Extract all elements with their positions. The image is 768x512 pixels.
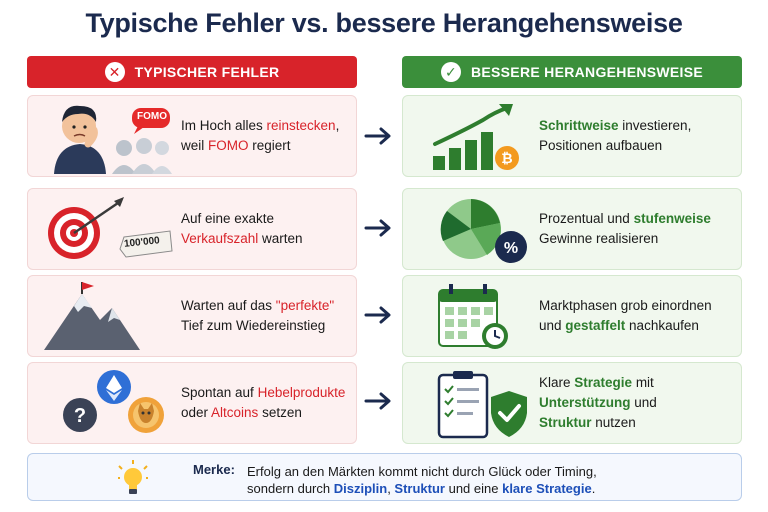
merke-line-2: sondern durch Disziplin, Struktur und ei… xyxy=(247,481,596,496)
better-text: Prozentual und stufenweise Gewinne reali… xyxy=(539,211,711,246)
mistake-card-perfect-low: Warten auf das "perfekte" Tief zum Wiede… xyxy=(27,275,357,357)
better-card-calendar: Marktphasen grob einordnen und gestaffel… xyxy=(402,275,742,357)
better-header-label: BESSERE HERANGEHENSWEISE xyxy=(470,64,704,80)
arrow-right-icon xyxy=(364,306,391,324)
target-icon xyxy=(48,197,173,259)
better-card-stepwise: ₿ Schrittweise investieren, Positionen a… xyxy=(402,95,742,177)
mistake-text: Warten auf das "perfekte" Tief zum Wiede… xyxy=(181,298,335,333)
page-title: Typische Fehler vs. bessere Herangehensw… xyxy=(85,8,683,38)
mistake-text: Im Hoch alles reinstecken, weil FOMO reg… xyxy=(181,118,340,153)
fomo-badge: FOMO xyxy=(137,111,167,122)
better-text: Klare Strategie mit Unterstützung und St… xyxy=(539,375,657,430)
merke-line-1: Erfolg an den Märkten kommt nicht durch … xyxy=(247,464,597,479)
better-text: Marktphasen grob einordnen und gestaffel… xyxy=(539,298,712,333)
calendar-clock-icon xyxy=(438,284,508,349)
mistake-text: Spontan auf Hebelprodukte oder Altcoins … xyxy=(181,385,346,420)
x-circle-icon: ✕ xyxy=(104,62,125,82)
svg-text:?: ? xyxy=(74,405,86,427)
pie-chart-percent-icon: % xyxy=(440,199,527,263)
lightbulb-icon xyxy=(118,460,148,494)
crypto-coins-icon: ? xyxy=(63,370,164,433)
svg-text:₿: ₿ xyxy=(501,150,512,166)
svg-text:%: % xyxy=(504,240,518,257)
mistake-card-leverage: ? Spontan auf Hebelprodukte oder Altcoin… xyxy=(27,362,357,444)
mistake-card-target: 100'000 Auf eine exakte Verkaufszahl war… xyxy=(27,188,357,270)
better-column-header: ✓ BESSERE HERANGEHENSWEISE xyxy=(402,56,742,88)
merke-label: Merke: xyxy=(193,462,235,477)
mistake-text: Auf eine exakte Verkaufszahl warten xyxy=(181,211,303,246)
mistakes-header-label: TYPISCHER FEHLER xyxy=(134,64,280,80)
arrow-right-icon xyxy=(364,219,391,237)
mountain-flag-icon xyxy=(44,282,140,350)
checklist-shield-icon xyxy=(437,371,527,439)
arrow-right-icon xyxy=(364,392,391,410)
check-circle-icon: ✓ xyxy=(440,62,461,82)
growth-chart-bitcoin-icon: ₿ xyxy=(433,104,519,170)
arrow-right-icon xyxy=(364,127,391,145)
better-card-strategy: Klare Strategie mit Unterstützung und St… xyxy=(402,362,742,444)
better-card-percent: % Prozentual und stufenweise Gewinne rea… xyxy=(402,188,742,270)
mistakes-column-header: ✕ TYPISCHER FEHLER xyxy=(27,56,357,88)
better-text: Schrittweise investieren, Positionen auf… xyxy=(539,118,692,153)
mistake-card-fomo: FOMO Im Hoch alles reinstecken, weil FOM… xyxy=(27,95,357,177)
fomo-person-icon xyxy=(54,105,172,174)
merke-box: Merke: Erfolg an den Märkten kommt nicht… xyxy=(27,453,742,501)
